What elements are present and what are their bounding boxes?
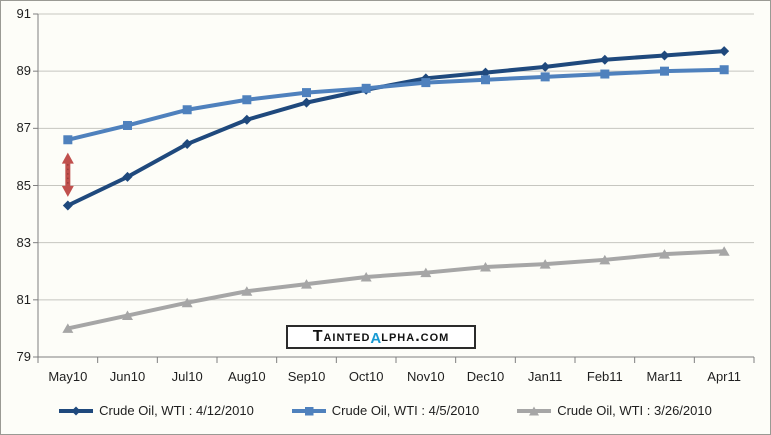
marker-triangle-2-0 <box>62 323 74 333</box>
y-tick-label: 87 <box>16 120 31 136</box>
y-tick-label: 79 <box>16 349 31 364</box>
y-tick-label: 85 <box>16 177 31 193</box>
legend-item-1: Crude Oil, WTI : 4/5/2010 <box>291 403 480 418</box>
legend-label: Crude Oil, WTI : 3/26/2010 <box>557 403 712 418</box>
y-tick-label: 81 <box>16 291 31 307</box>
marker-diamond-0-11 <box>719 46 730 57</box>
y-tick-label: 91 <box>16 6 31 21</box>
marker-triangle-2-6 <box>420 267 432 278</box>
legend-label: Crude Oil, WTI : 4/12/2010 <box>99 403 254 418</box>
y-tick-label: 83 <box>16 234 31 250</box>
marker-square-1-4 <box>302 88 311 98</box>
x-axis-label: Feb11 <box>586 369 623 384</box>
marker-square-1-7 <box>481 75 490 85</box>
marker-diamond-0-0 <box>62 200 73 211</box>
x-axis-label: Apr11 <box>707 369 742 384</box>
watermark-part3: lpha.com <box>381 328 450 345</box>
marker-diamond-0-3 <box>241 114 252 125</box>
x-axis-label: Jun10 <box>109 369 146 384</box>
marker-square-1-1 <box>123 120 132 130</box>
legend-swatch-diamond-icon <box>59 406 94 415</box>
marker-triangle-2-8 <box>539 259 551 269</box>
watermark-logo: Tainted α lpha.com <box>286 325 476 349</box>
marker-diamond-0-1 <box>122 171 133 182</box>
legend-swatch-square-icon <box>291 406 326 415</box>
chart-legend: Crude Oil, WTI : 4/12/2010 Crude Oil, WTI… <box>1 403 770 418</box>
x-axis-label: Sep10 <box>287 369 326 384</box>
marker-triangle-2-3 <box>241 286 253 296</box>
marker-triangle-2-5 <box>360 271 372 282</box>
x-axis-label: Jan11 <box>527 369 563 384</box>
x-axis-label: Oct10 <box>348 369 384 384</box>
marker-diamond-0-8 <box>540 61 551 72</box>
marker-triangle-2-4 <box>301 279 312 289</box>
legend-item-2: Crude Oil, WTI : 3/26/2010 <box>517 403 712 418</box>
marker-diamond-0-10 <box>659 50 670 61</box>
x-axis-label: Mar11 <box>646 369 683 384</box>
marker-square-1-6 <box>421 78 431 88</box>
series-line-2 <box>65 249 727 331</box>
marker-square-1-10 <box>660 66 669 76</box>
marker-diamond-0-9 <box>599 54 610 65</box>
marker-diamond-0-2 <box>182 139 193 150</box>
y-tick-label: 89 <box>16 63 31 79</box>
watermark-part1: Tainted <box>312 328 371 345</box>
marker-triangle-2-2 <box>181 297 193 308</box>
marker-diamond-0-7 <box>480 67 491 78</box>
spread-arrow-head-bottom <box>61 185 74 197</box>
series-line-1 <box>65 67 727 142</box>
marker-square-1-2 <box>182 105 192 115</box>
marker-triangle-2-11 <box>718 246 730 256</box>
marker-triangle-2-7 <box>480 261 491 272</box>
marker-triangle-2-10 <box>659 249 670 259</box>
marker-square-1-5 <box>361 83 371 93</box>
legend-swatch-triangle-icon <box>517 406 552 415</box>
x-axis-label: Aug10 <box>228 369 266 384</box>
marker-square-1-11 <box>719 65 729 75</box>
x-axis-label: Dec10 <box>466 369 505 384</box>
marker-square-1-3 <box>242 95 252 105</box>
legend-label: Crude Oil, WTI : 4/5/2010 <box>331 403 480 418</box>
marker-triangle-2-1 <box>122 310 133 321</box>
x-axis-label: Jul10 <box>171 369 203 384</box>
marker-diamond-0-4 <box>301 97 312 108</box>
marker-square-1-8 <box>540 72 550 82</box>
marker-square-1-9 <box>600 69 610 79</box>
x-axis-label: May10 <box>48 369 88 384</box>
x-axis-label: Nov10 <box>407 369 445 384</box>
marker-square-1-0 <box>63 135 73 145</box>
spread-arrow-head-top <box>61 152 74 164</box>
legend-item-0: Crude Oil, WTI : 4/12/2010 <box>59 403 254 418</box>
marker-triangle-2-9 <box>599 254 611 265</box>
